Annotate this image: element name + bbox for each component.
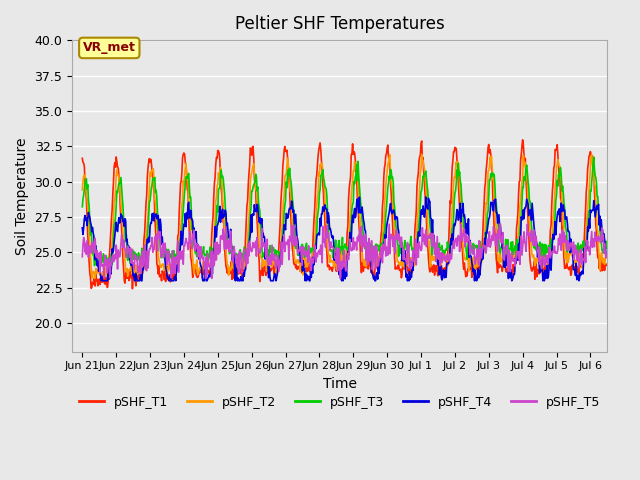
Legend: pSHF_T1, pSHF_T2, pSHF_T3, pSHF_T4, pSHF_T5: pSHF_T1, pSHF_T2, pSHF_T3, pSHF_T4, pSHF…: [74, 391, 605, 414]
pSHF_T3: [193, 254, 200, 260]
pSHF_T2: [371, 260, 378, 266]
Text: VR_met: VR_met: [83, 41, 136, 54]
pSHF_T3: [106, 268, 114, 274]
Line: pSHF_T3: pSHF_T3: [83, 157, 607, 271]
pSHF_T4: [371, 274, 378, 279]
Y-axis label: Soil Temperature: Soil Temperature: [15, 137, 29, 254]
pSHF_T3: [371, 251, 378, 257]
pSHF_T5: [417, 248, 425, 253]
pSHF_T5: [381, 237, 389, 242]
pSHF_T3: [79, 204, 86, 210]
Line: pSHF_T2: pSHF_T2: [83, 154, 607, 278]
pSHF_T4: [381, 232, 389, 238]
pSHF_T1: [524, 204, 531, 210]
pSHF_T5: [524, 221, 531, 227]
pSHF_T4: [417, 221, 424, 227]
pSHF_T2: [381, 192, 389, 198]
Line: pSHF_T5: pSHF_T5: [83, 224, 607, 278]
pSHF_T4: [97, 278, 105, 284]
pSHF_T4: [193, 249, 200, 254]
pSHF_T5: [371, 243, 378, 249]
pSHF_T5: [385, 221, 393, 227]
pSHF_T5: [603, 251, 611, 257]
pSHF_T3: [381, 224, 389, 229]
pSHF_T1: [381, 161, 389, 167]
pSHF_T5: [202, 276, 209, 281]
pSHF_T1: [79, 156, 86, 161]
pSHF_T4: [524, 199, 531, 204]
pSHF_T3: [94, 262, 102, 267]
pSHF_T1: [417, 152, 424, 158]
pSHF_T1: [94, 283, 102, 288]
pSHF_T3: [590, 154, 598, 160]
pSHF_T1: [371, 274, 378, 279]
pSHF_T4: [79, 225, 86, 231]
X-axis label: Time: Time: [323, 377, 356, 391]
Line: pSHF_T1: pSHF_T1: [83, 140, 607, 289]
pSHF_T4: [603, 252, 611, 258]
pSHF_T5: [192, 242, 200, 248]
pSHF_T2: [524, 180, 531, 186]
pSHF_T2: [193, 257, 200, 263]
pSHF_T1: [129, 286, 136, 292]
pSHF_T2: [106, 276, 113, 281]
pSHF_T5: [79, 254, 86, 260]
Line: pSHF_T4: pSHF_T4: [83, 197, 607, 281]
pSHF_T4: [422, 194, 429, 200]
pSHF_T2: [79, 187, 86, 192]
pSHF_T5: [94, 255, 102, 261]
Title: Peltier SHF Temperatures: Peltier SHF Temperatures: [235, 15, 445, 33]
pSHF_T2: [418, 151, 426, 157]
pSHF_T1: [519, 137, 527, 143]
pSHF_T3: [603, 245, 611, 251]
pSHF_T1: [193, 274, 200, 280]
pSHF_T3: [523, 162, 531, 168]
pSHF_T3: [417, 201, 424, 206]
pSHF_T1: [603, 263, 611, 268]
pSHF_T2: [94, 270, 102, 276]
pSHF_T4: [94, 258, 102, 264]
pSHF_T2: [603, 252, 611, 258]
pSHF_T2: [417, 169, 424, 175]
